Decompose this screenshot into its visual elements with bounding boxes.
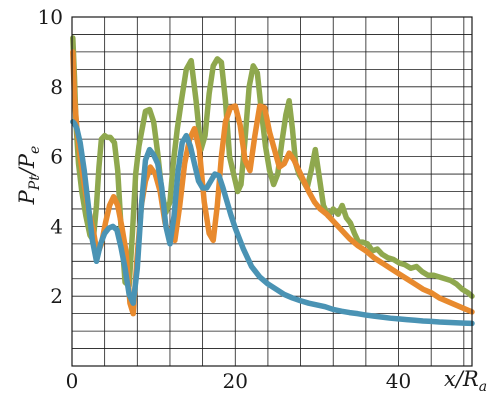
- series-line-2: [70, 49, 475, 317]
- y-axis-label-sub: Pt: [27, 175, 43, 191]
- y-tick-label: 4: [50, 214, 63, 238]
- y-axis-label-tail: /P: [15, 153, 39, 177]
- x-axis-label-main: x/R: [444, 367, 479, 391]
- y-tick-label: 2: [50, 284, 63, 308]
- x-tick-label: 20: [223, 369, 248, 393]
- y-axis-label-tail-sub: e: [27, 146, 43, 154]
- tick-labels: 0 20 40 2 4 6 8 10: [38, 5, 412, 393]
- x-axis-label-sub: a: [479, 379, 487, 395]
- y-axis-label-main: P: [15, 189, 39, 205]
- x-tick-label: 0: [66, 369, 79, 393]
- x-axis-label: x/Ra: [444, 367, 487, 395]
- series-group: [70, 35, 475, 327]
- y-axis-label: PPt/Pe: [15, 146, 43, 206]
- series-line-3: [70, 118, 475, 327]
- y-tick-label: 6: [50, 145, 63, 169]
- y-tick-label: 10: [38, 5, 63, 29]
- plot-frame: [71, 16, 473, 367]
- series-line-1: [70, 35, 475, 299]
- x-tick-label: 40: [386, 369, 411, 393]
- y-tick-label: 8: [50, 75, 63, 99]
